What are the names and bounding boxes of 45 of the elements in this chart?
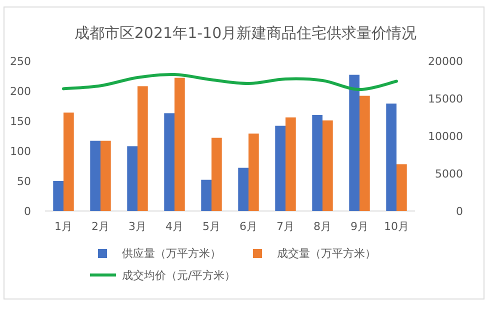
y2tick: 5000 — [435, 168, 463, 180]
bar — [386, 104, 396, 211]
ytick: 100 — [10, 145, 31, 158]
bar — [275, 126, 286, 211]
bar — [360, 96, 370, 211]
ytick: 150 — [10, 115, 31, 128]
bar — [127, 146, 138, 211]
ytick: 250 — [10, 55, 31, 68]
bar — [100, 140, 111, 211]
xtick: 7月 — [276, 220, 294, 233]
legend: 成交均价（元/平方米） — [122, 269, 236, 282]
bar — [286, 117, 296, 211]
bar — [312, 115, 322, 211]
bar — [212, 138, 222, 211]
bar — [53, 181, 64, 211]
bar — [164, 113, 174, 211]
xtick: 5月 — [202, 220, 220, 233]
bar — [201, 180, 212, 211]
legend: 供应量（万平方米） — [122, 247, 221, 260]
xtick: 4月 — [166, 220, 184, 233]
ytick: 200 — [10, 85, 31, 98]
legend: 成交量（万平方米） — [277, 247, 376, 260]
y2tick: 10000 — [428, 130, 463, 143]
xtick: 3月 — [128, 220, 146, 233]
xtick: 6月 — [240, 220, 258, 233]
xtick: 10月 — [384, 220, 409, 233]
bar — [64, 112, 74, 211]
ytick: 50 — [17, 175, 31, 188]
xtick: 2月 — [92, 220, 110, 233]
xtick: 9月 — [350, 220, 368, 233]
title: 成都市区2021年1-10月新建商品住宅供求量价情况 — [74, 24, 417, 42]
bar — [174, 78, 185, 211]
y2tick: 20000 — [428, 55, 463, 68]
bar — [322, 120, 333, 211]
bar — [238, 168, 248, 211]
bar — [90, 140, 100, 211]
xtick: 1月 — [54, 220, 72, 233]
y2tick: 0 — [456, 205, 463, 218]
bar — [248, 134, 259, 211]
ytick: 0 — [24, 205, 31, 218]
bar — [349, 74, 360, 211]
bar — [138, 86, 148, 211]
y2tick: 15000 — [428, 92, 463, 106]
xtick: 8月 — [314, 220, 332, 233]
bar — [396, 164, 407, 211]
